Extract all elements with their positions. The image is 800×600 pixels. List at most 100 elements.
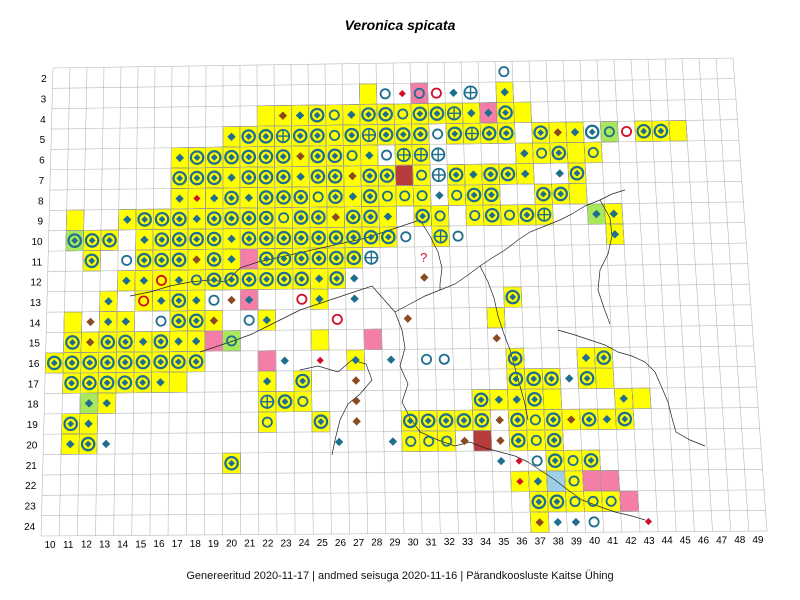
diamond-marker [210,256,218,263]
diamond-marker [281,398,289,405]
ring-marker [258,169,274,185]
ring-marker [82,375,97,391]
county-border [557,329,706,447]
diamond-marker [315,234,323,242]
ring-marker [277,394,293,409]
county-border [199,285,396,353]
ring-marker [431,147,446,162]
ring-marker [584,124,600,140]
grid-line [46,304,751,313]
ring-marker [526,371,542,387]
row-label: 23 [25,501,37,512]
grid-line [596,59,623,533]
diamond-marker [227,132,236,141]
ring-marker [224,190,239,206]
diamond-marker [535,498,543,506]
diamond-marker [592,209,601,219]
grid-line [45,345,754,354]
diamond-marker [484,108,493,118]
ring-marker [276,169,291,185]
column-label: 14 [117,539,129,550]
grid-line [42,469,763,476]
diamond-marker [313,132,321,140]
ring-marker [117,375,133,390]
grid-line [43,427,760,435]
grid-cell-y [563,449,583,472]
diamond-marker [193,174,201,182]
column-label: 44 [662,536,674,547]
grid-cell-y [565,490,585,513]
row-label: 12 [30,278,42,289]
ring-marker [82,355,98,370]
ring-marker [416,169,428,181]
ring-marker [605,495,617,507]
row-label: 8 [38,196,44,207]
ring-marker [80,436,96,452]
ring-marker [311,250,327,266]
ring-marker [413,147,429,162]
diamond-marker [228,276,235,284]
ring-marker [345,209,361,225]
diamond-marker [295,111,305,120]
ring-marker [294,251,309,266]
occurrence-markers: ? [46,66,669,528]
ring-marker [226,335,238,347]
grid-line [511,61,532,533]
grid-line [40,530,768,537]
diamond-marker [352,417,361,426]
grid-cell-y [526,429,546,451]
ring-marker [529,414,541,426]
grid-line [51,119,738,130]
diamond-marker [121,379,129,387]
grid-line [50,139,739,150]
ring-marker [364,250,379,265]
diamond-marker [106,236,113,244]
ring-marker [329,250,344,266]
diamond-marker [350,254,358,262]
ring-marker [379,88,391,100]
column-label: 26 [335,538,347,549]
diamond-marker [314,173,322,180]
diamond-marker [104,359,111,366]
diamond-marker [551,457,559,465]
ring-marker [362,188,378,204]
diamond-marker [388,437,398,446]
ring-marker [344,127,360,143]
diamond-marker [460,436,469,446]
ring-marker [64,375,79,391]
grid-cell-y [152,269,171,291]
ring-marker [172,170,187,186]
diamond-marker [158,256,166,264]
diamond-marker [539,190,547,198]
diamond-marker [349,213,357,221]
ring-marker [311,230,326,246]
ring-marker [259,251,274,267]
grid-cell-p [600,470,620,492]
grid-line [113,66,122,536]
ring-marker [84,253,100,269]
grid-line [545,60,568,533]
diamond-marker [278,111,288,120]
diamond-marker [314,152,322,160]
diamond-marker [502,109,509,117]
grid-line [48,222,745,232]
ring-marker [63,416,78,432]
diamond-marker [210,215,218,223]
grid-line [664,58,695,532]
diamond-marker [403,314,412,323]
column-label: 39 [571,536,583,547]
diamond-marker [210,235,218,243]
diamond-marker [209,194,219,203]
diamond-marker [487,170,495,178]
map-footer: Genereeritud 2020-11-17 | andmed seisuga… [186,570,614,582]
ring-marker [583,453,599,468]
grid-line [647,59,677,532]
diamond-marker [262,315,271,325]
ring-marker [511,433,526,448]
diamond-marker [512,375,520,383]
grid-cell-dr [395,164,414,187]
grid-line [47,283,750,293]
diamond-marker [227,234,236,244]
ring-marker [636,123,652,139]
column-label: 18 [190,539,202,550]
